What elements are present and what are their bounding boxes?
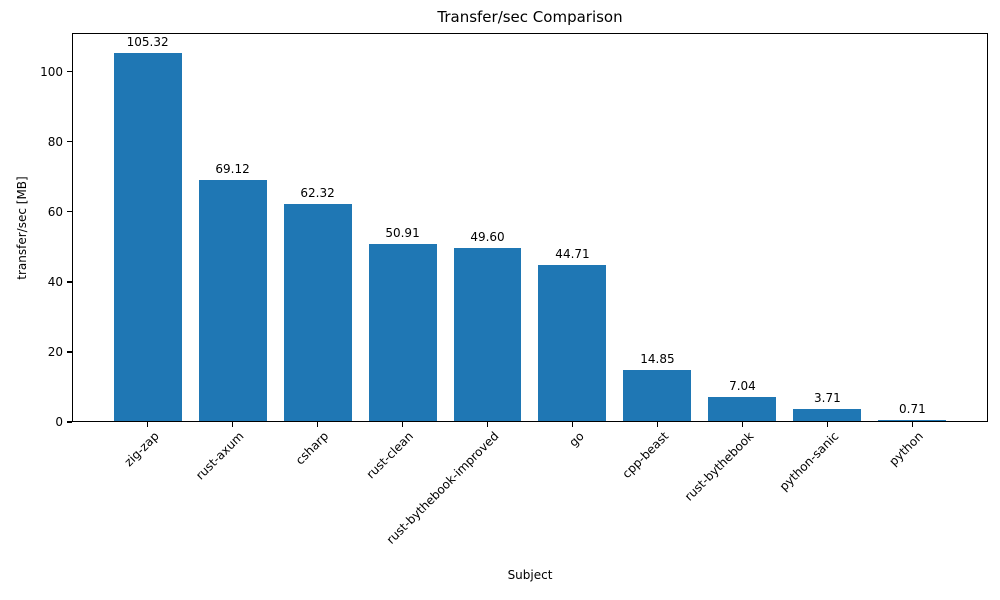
y-tick-label: 0: [55, 415, 63, 429]
x-tick-mark: [231, 422, 234, 427]
bar: [623, 369, 692, 421]
bar: [113, 52, 182, 421]
x-tick-mark: [826, 422, 829, 427]
x-tick-label: python-sanic: [776, 429, 842, 494]
x-tick-label: rust-axum: [193, 429, 247, 483]
bar: [708, 397, 777, 421]
x-tick-label: go: [565, 429, 587, 450]
x-tick-mark: [486, 422, 489, 427]
x-tick-label: python: [886, 429, 927, 469]
y-tick-label: 40: [47, 274, 63, 289]
x-tick-mark: [316, 422, 319, 427]
bar: [283, 203, 352, 421]
bar: [538, 265, 607, 421]
y-tick-label: 100: [40, 64, 63, 79]
y-tick-mark: [67, 211, 72, 213]
bar: [198, 179, 267, 421]
x-tick-label: rust-clean: [364, 429, 417, 482]
bar-value-label: 62.32: [300, 185, 335, 200]
bar-value-label: 7.04: [729, 379, 756, 394]
x-tick-mark: [571, 422, 574, 427]
x-tick-label: csharp: [293, 429, 332, 468]
bar-value-label: 50.91: [385, 225, 420, 240]
bar-value-label: 49.60: [470, 230, 505, 245]
bar-value-label: 14.85: [640, 351, 675, 366]
x-axis-label: Subject: [507, 568, 553, 582]
bar-value-label: 105.32: [126, 34, 169, 49]
bar-value-label: 3.71: [814, 390, 841, 405]
y-tick-mark: [67, 140, 72, 143]
bar: [878, 419, 947, 421]
chart-title: Transfer/sec Comparison: [437, 8, 623, 26]
x-tick-mark: [656, 422, 659, 427]
x-tick-mark: [741, 422, 744, 427]
bar: [368, 243, 437, 421]
bar: [453, 248, 522, 421]
y-tick-mark: [67, 421, 72, 423]
y-tick-mark: [67, 281, 72, 283]
y-axis-label: transfer/sec [MB]: [15, 176, 29, 280]
x-tick-mark: [401, 422, 404, 427]
y-tick-label: 80: [47, 134, 63, 149]
y-tick-mark: [67, 70, 72, 73]
bar-value-label: 69.12: [215, 161, 250, 176]
x-tick-mark: [146, 422, 149, 427]
y-tick-label: 60: [47, 204, 63, 219]
bar: [793, 408, 862, 421]
bar-value-label: 0.71: [899, 401, 926, 416]
x-tick-label: zig-zap: [121, 429, 162, 470]
x-tick-label: cpp-beast: [619, 429, 672, 481]
bar-value-label: 44.71: [555, 247, 590, 262]
y-tick-label: 20: [47, 344, 63, 359]
y-tick-mark: [67, 351, 72, 353]
x-tick-mark: [911, 422, 914, 427]
x-tick-label: rust-bythebook: [681, 429, 757, 504]
